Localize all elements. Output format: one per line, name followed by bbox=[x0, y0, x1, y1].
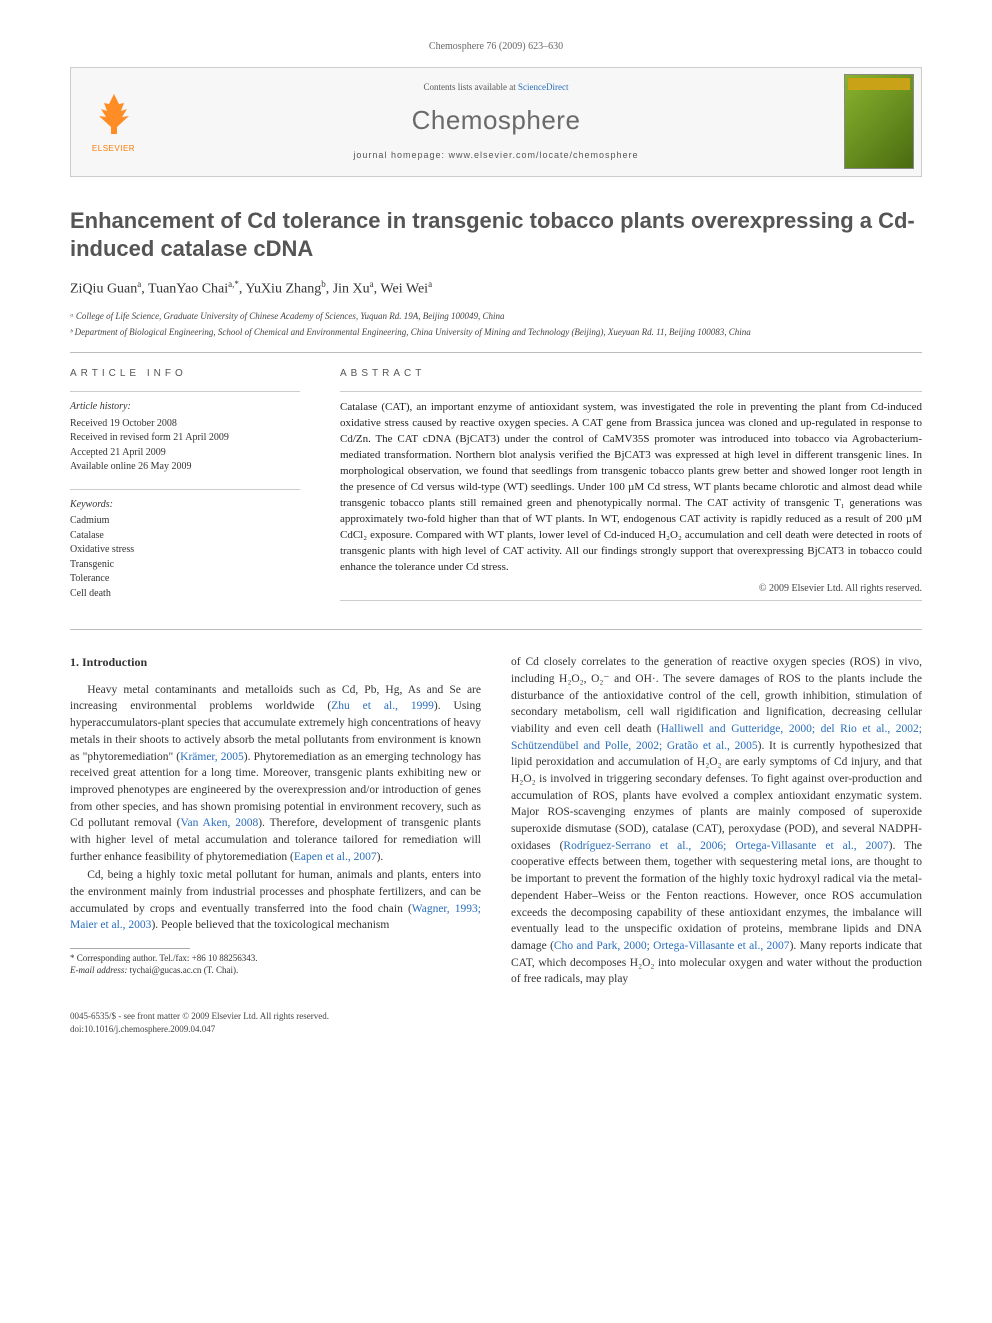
divider bbox=[70, 352, 922, 353]
journal-cover-thumbnail bbox=[844, 74, 914, 169]
keyword: Cadmium bbox=[70, 514, 300, 529]
abstract-copyright: © 2009 Elsevier Ltd. All rights reserved… bbox=[340, 582, 922, 597]
section-heading: 1. Introduction bbox=[70, 654, 481, 671]
keyword: Tolerance bbox=[70, 572, 300, 587]
publisher-logo-block: ELSEVIER bbox=[71, 68, 156, 176]
history-line: Received in revised form 21 April 2009 bbox=[70, 431, 300, 446]
email-footnote: E-mail address: tychai@gucas.ac.cn (T. C… bbox=[70, 965, 481, 977]
affiliation: ᵇ Department of Biological Engineering, … bbox=[70, 326, 922, 338]
article-info-column: ARTICLE INFO Article history: Received 1… bbox=[70, 367, 300, 616]
keywords-block: Keywords: Cadmium Catalase Oxidative str… bbox=[70, 498, 300, 602]
abstract-column: ABSTRACT Catalase (CAT), an important en… bbox=[340, 367, 922, 616]
body-two-column: 1. Introduction Heavy metal contaminants… bbox=[70, 654, 922, 989]
affiliation: ᵃ College of Life Science, Graduate Univ… bbox=[70, 310, 922, 322]
masthead-center: Contents lists available at ScienceDirec… bbox=[156, 68, 836, 176]
homepage-url: www.elsevier.com/locate/chemosphere bbox=[448, 150, 638, 160]
abstract-label: ABSTRACT bbox=[340, 367, 922, 382]
keyword: Oxidative stress bbox=[70, 543, 300, 558]
keyword: Transgenic bbox=[70, 558, 300, 573]
body-paragraph: of Cd closely correlates to the generati… bbox=[511, 654, 922, 987]
journal-homepage-line: journal homepage: www.elsevier.com/locat… bbox=[353, 149, 638, 162]
keywords-head: Keywords: bbox=[70, 498, 300, 513]
keyword: Catalase bbox=[70, 529, 300, 544]
journal-name: Chemosphere bbox=[412, 102, 581, 140]
keyword: Cell death bbox=[70, 587, 300, 602]
publisher-label: ELSEVIER bbox=[92, 143, 135, 155]
divider bbox=[70, 391, 300, 392]
contents-prefix: Contents lists available at bbox=[424, 82, 518, 92]
corresponding-author-footnote: * Corresponding author. Tel./fax: +86 10… bbox=[70, 953, 481, 965]
body-right-column: of Cd closely correlates to the generati… bbox=[511, 654, 922, 989]
divider bbox=[340, 391, 922, 392]
running-header: Chemosphere 76 (2009) 623–630 bbox=[70, 40, 922, 55]
abstract-text: Catalase (CAT), an important enzyme of a… bbox=[340, 400, 922, 575]
email-address: tychai@gucas.ac.cn bbox=[130, 965, 202, 975]
history-line: Available online 26 May 2009 bbox=[70, 460, 300, 475]
page-footer: 0045-6535/$ - see front matter © 2009 El… bbox=[70, 1010, 922, 1036]
divider bbox=[70, 489, 300, 490]
article-title: Enhancement of Cd tolerance in transgeni… bbox=[70, 207, 922, 264]
sciencedirect-link[interactable]: ScienceDirect bbox=[518, 82, 568, 92]
email-label: E-mail address: bbox=[70, 965, 127, 975]
divider bbox=[340, 600, 922, 601]
body-paragraph: Cd, being a highly toxic metal pollutant… bbox=[70, 867, 481, 934]
cover-thumbnail-block bbox=[836, 68, 921, 176]
footer-line: 0045-6535/$ - see front matter © 2009 El… bbox=[70, 1010, 922, 1023]
info-abstract-row: ARTICLE INFO Article history: Received 1… bbox=[70, 367, 922, 616]
contents-available-line: Contents lists available at ScienceDirec… bbox=[424, 81, 569, 94]
footnote-divider bbox=[70, 948, 190, 949]
email-who: (T. Chai). bbox=[204, 965, 239, 975]
homepage-prefix: journal homepage: bbox=[353, 150, 448, 160]
body-left-column: 1. Introduction Heavy metal contaminants… bbox=[70, 654, 481, 989]
body-paragraph: Heavy metal contaminants and metalloids … bbox=[70, 682, 481, 865]
author-list: ZiQiu Guana, TuanYao Chaia,*, YuXiu Zhan… bbox=[70, 278, 922, 300]
footer-doi: doi:10.1016/j.chemosphere.2009.04.047 bbox=[70, 1023, 922, 1036]
history-line: Received 19 October 2008 bbox=[70, 417, 300, 432]
journal-masthead: ELSEVIER Contents lists available at Sci… bbox=[70, 67, 922, 177]
divider bbox=[70, 629, 922, 630]
article-history-block: Article history: Received 19 October 200… bbox=[70, 400, 300, 475]
history-line: Accepted 21 April 2009 bbox=[70, 446, 300, 461]
article-info-label: ARTICLE INFO bbox=[70, 367, 300, 382]
affiliations-block: ᵃ College of Life Science, Graduate Univ… bbox=[70, 310, 922, 338]
elsevier-tree-icon bbox=[89, 89, 139, 139]
article-history-head: Article history: bbox=[70, 400, 300, 415]
